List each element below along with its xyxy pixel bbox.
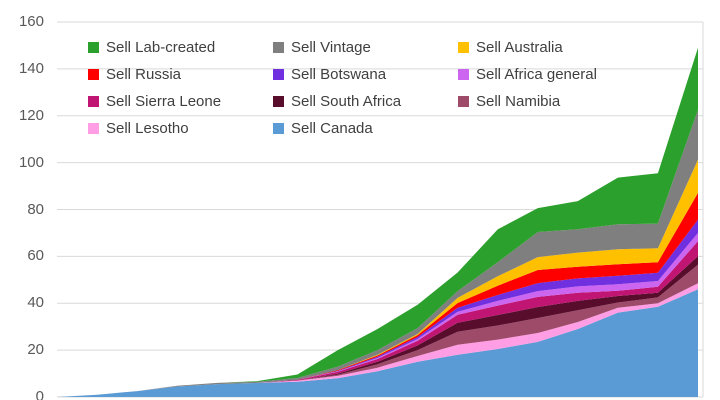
y-tick-label: 100	[18, 153, 44, 171]
area-russia	[57, 192, 698, 397]
y-tick-label: 80	[27, 200, 44, 218]
y-tick-label: 40	[27, 294, 44, 312]
gridlines	[57, 21, 704, 398]
area-canada	[57, 289, 698, 397]
series-areas	[57, 47, 698, 398]
area-lab-created	[57, 47, 698, 398]
y-tick-label: 160	[18, 13, 44, 30]
y-tick-label: 20	[27, 341, 44, 359]
y-tick-label: 140	[18, 59, 44, 77]
y-tick-label: 120	[18, 106, 44, 124]
area-vintage	[57, 109, 698, 397]
y-tick-label: 60	[27, 247, 44, 265]
y-tick-label: 0	[35, 388, 44, 400]
